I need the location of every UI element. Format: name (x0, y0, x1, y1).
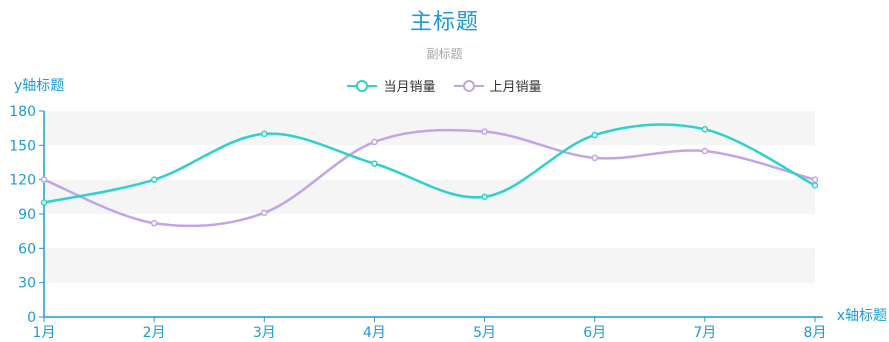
x-tick-label: 3月 (253, 325, 276, 341)
data-point-current[interactable] (371, 160, 378, 167)
legend-item-current[interactable]: 当月销量 (347, 76, 436, 95)
data-point-previous[interactable] (591, 154, 598, 162)
x-tick-label: 8月 (804, 325, 827, 341)
series-line-current (43, 123, 816, 204)
x-axis-title: x轴标题 (837, 308, 887, 324)
data-point-previous[interactable] (150, 219, 158, 227)
chart-subtitle: 副标题 (426, 47, 463, 61)
legend-marker-previous (453, 79, 484, 92)
series-line-previous (43, 128, 816, 228)
y-tick-label: 60 (18, 241, 36, 257)
y-tick-label: 150 (9, 138, 36, 154)
legend-marker-current (347, 79, 378, 92)
x-tick-label: 1月 (33, 325, 56, 341)
x-tick-label: 4月 (363, 325, 386, 341)
x-tick-label: 5月 (473, 325, 496, 341)
x-tick-label: 6月 (583, 325, 606, 341)
data-point-previous[interactable] (371, 138, 378, 146)
data-point-previous[interactable] (481, 128, 488, 135)
data-point-previous[interactable] (261, 209, 268, 217)
data-point-current[interactable] (811, 182, 819, 189)
data-point-current[interactable] (150, 176, 158, 183)
y-tick-label: 120 (9, 173, 36, 189)
x-tick-label: 7月 (693, 325, 716, 341)
legend-item-previous[interactable]: 上月销量 (453, 76, 542, 95)
y-axis-title: y轴标题 (14, 78, 64, 94)
data-point-current[interactable] (481, 193, 488, 201)
legend-label-previous: 上月销量 (489, 80, 542, 95)
y-tick-label: 180 (9, 104, 36, 120)
data-point-current[interactable] (701, 126, 709, 133)
chart-title: 主标题 (409, 10, 479, 35)
grid-band (44, 111, 815, 146)
y-tick-label: 30 (18, 276, 36, 292)
data-point-previous[interactable] (701, 147, 709, 155)
legend: 当月销量 上月销量 (0, 76, 889, 95)
data-point-current[interactable] (591, 131, 598, 139)
grid-band (44, 248, 815, 283)
y-tick-label: 90 (18, 207, 36, 223)
data-point-previous[interactable] (40, 176, 48, 183)
legend-label-current: 当月销量 (383, 80, 436, 95)
data-point-current[interactable] (40, 199, 48, 206)
data-point-current[interactable] (261, 130, 268, 138)
data-point-previous[interactable] (811, 176, 819, 183)
y-tick-label: 0 (27, 310, 36, 326)
x-tick-label: 2月 (143, 325, 166, 341)
